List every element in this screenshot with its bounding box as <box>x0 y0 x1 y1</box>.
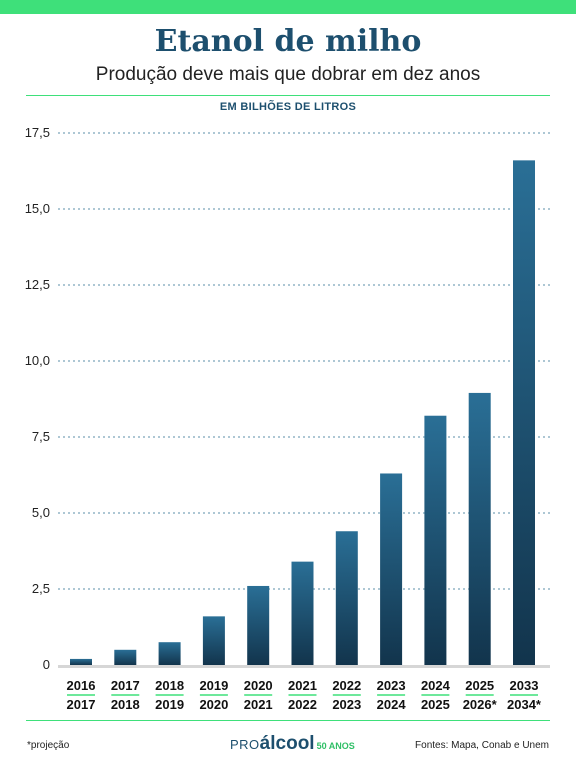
bar <box>158 642 181 665</box>
x-tick-label-start: 2016 <box>67 678 96 693</box>
bar <box>247 585 270 665</box>
footnote: *projeção <box>27 740 70 751</box>
x-tick-label-end: 2020 <box>199 697 228 712</box>
x-tick-label-start: 2033 <box>510 678 539 693</box>
bar <box>424 415 447 665</box>
y-tick-label: 2,5 <box>32 581 50 596</box>
chart-subtitle: Produção deve mais que dobrar em dez ano… <box>95 64 481 85</box>
bar <box>468 392 491 665</box>
x-tick-label-end: 2017 <box>67 697 96 712</box>
grid-lines: 0 2,5 5,0 7,5 10,0 12,5 15,0 17,5 <box>25 125 550 672</box>
x-tick-label-start: 2023 <box>377 678 406 693</box>
brand-tag: 50 ANOS <box>316 741 355 751</box>
unit-label: EM BILHÕES DE LITROS <box>219 101 357 113</box>
x-tick-label-end: 2024 <box>377 697 407 712</box>
x-tick-label-start: 2020 <box>244 678 273 693</box>
y-tick-label: 7,5 <box>32 429 50 444</box>
bar <box>70 658 92 665</box>
bar <box>380 473 403 665</box>
y-tick-label: 5,0 <box>32 505 50 520</box>
x-tick-label-end: 2025 <box>421 697 450 712</box>
y-tick-label: 12,5 <box>25 277 50 292</box>
x-tick-label-end: 2019 <box>155 697 184 712</box>
top-accent-bar <box>0 0 576 14</box>
x-tick-label-start: 2021 <box>288 678 317 693</box>
y-tick-label: 17,5 <box>25 125 50 140</box>
x-tick-label-start: 2019 <box>199 678 228 693</box>
brand-logo: PROálcool 50 ANOS <box>230 733 355 755</box>
x-axis-baseline <box>58 665 550 668</box>
bar <box>202 616 225 665</box>
x-tick-label-end: 2021 <box>244 697 273 712</box>
brand-prefix: PRO <box>230 737 260 752</box>
brand-main: álcool <box>259 733 315 754</box>
x-tick-label-end: 2034* <box>507 697 542 712</box>
bar <box>513 160 535 666</box>
chart-title: Etanol de milho <box>154 24 422 59</box>
x-tick-label-end: 2023 <box>332 697 361 712</box>
sources: Fontes: Mapa, Conab e Unem <box>415 740 549 751</box>
bar <box>114 649 137 665</box>
bars <box>70 160 535 666</box>
y-tick-label: 15,0 <box>25 201 50 216</box>
x-tick-label-end: 2018 <box>111 697 140 712</box>
header-divider <box>26 95 550 96</box>
x-tick-label-start: 2017 <box>111 678 140 693</box>
x-tick-label-start: 2022 <box>332 678 361 693</box>
y-tick-label: 0 <box>43 657 50 672</box>
x-tick-label-end: 2026* <box>463 697 498 712</box>
bar <box>335 531 358 665</box>
x-tick-label-start: 2025 <box>465 678 494 693</box>
category-labels: 2016 2017 2017 2018 2018 2019 2019 2020 2020 2021… <box>67 678 542 712</box>
footer-divider <box>26 720 550 721</box>
x-tick-label-start: 2018 <box>155 678 184 693</box>
bar <box>291 561 314 665</box>
x-tick-label-end: 2022 <box>288 697 317 712</box>
y-tick-label: 10,0 <box>25 353 50 368</box>
x-tick-label-start: 2024 <box>421 678 451 693</box>
